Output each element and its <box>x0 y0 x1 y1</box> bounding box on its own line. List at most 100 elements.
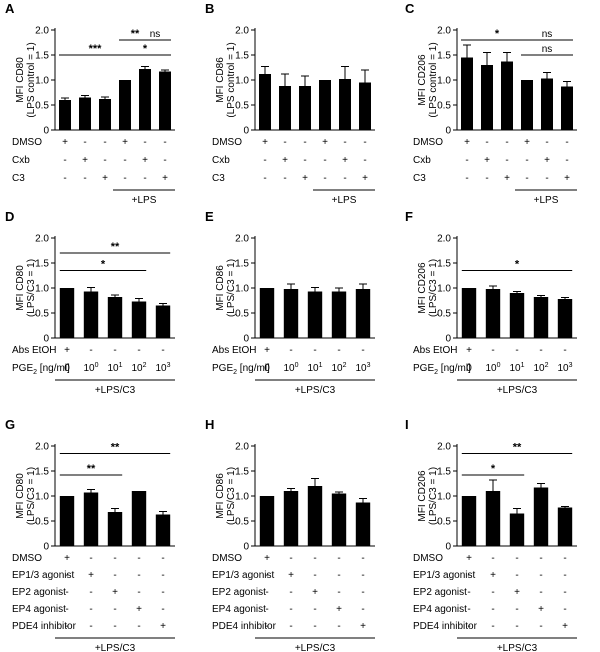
bar <box>557 507 573 546</box>
condition-label: C3 <box>413 173 426 184</box>
condition-symbol: - <box>289 587 292 598</box>
condition-symbol-text: 10 <box>155 363 167 374</box>
bar <box>59 496 75 546</box>
bar <box>485 491 501 546</box>
y-axis-label-2: (LPS/C3 = 1) <box>226 259 237 317</box>
bar <box>461 496 477 546</box>
y-tick-label: 1.0 <box>437 284 451 295</box>
condition-label: Cxb <box>212 155 230 166</box>
bar <box>131 301 147 338</box>
condition-symbol: - <box>313 570 316 581</box>
condition-symbol: 103 <box>155 362 170 374</box>
condition-symbol-text: - <box>265 604 268 615</box>
condition-symbol: - <box>467 621 470 632</box>
y-tick-label: 0.5 <box>35 101 49 112</box>
y-tick-label: 0 <box>445 126 451 137</box>
condition-symbol-text: - <box>63 173 66 184</box>
condition-symbol-text: - <box>89 553 92 564</box>
condition-label: DMSO <box>212 553 242 564</box>
condition-label: DMSO <box>12 137 42 148</box>
condition-symbol-text: - <box>65 587 68 598</box>
condition-symbol: - <box>337 345 340 356</box>
condition-symbol-text: - <box>467 621 470 632</box>
condition-label: EP4 agonist <box>12 604 66 615</box>
condition-symbol: - <box>89 621 92 632</box>
condition-symbol-text: - <box>485 173 488 184</box>
condition-symbol-text: 10 <box>557 363 569 374</box>
y-tick-label: 0 <box>43 542 49 553</box>
condition-symbol: + <box>562 621 568 632</box>
condition-label-text: DMSO <box>12 137 42 148</box>
condition-symbol-text: - <box>283 137 286 148</box>
condition-symbol: - <box>161 345 164 356</box>
condition-symbol-text: + <box>264 553 270 564</box>
condition-symbol-text: - <box>337 570 340 581</box>
condition-symbol-text: - <box>337 621 340 632</box>
y-axis-label-2: (LPS/C3 = 1) <box>428 259 439 317</box>
condition-symbol: - <box>491 345 494 356</box>
y-tick-label: 1.5 <box>235 259 249 270</box>
y-tick-label: 1.5 <box>235 467 249 478</box>
condition-symbol-text: - <box>89 604 92 615</box>
panel-e: E MFI CD86 (LPS/C3 = 1) 0 0.5 1.0 1.5 2.0 Abs Et… <box>205 209 375 396</box>
condition-label-text: EP4 agonist <box>413 604 467 615</box>
condition-symbol-text: - <box>289 345 292 356</box>
condition-symbol-text: - <box>467 604 470 615</box>
condition-label: DMSO <box>12 553 42 564</box>
condition-symbol-text: - <box>289 553 292 564</box>
condition-symbol: - <box>539 621 542 632</box>
condition-symbol: + <box>524 137 530 148</box>
condition-symbol-text: - <box>83 137 86 148</box>
condition-symbol-exponent: 3 <box>569 362 573 369</box>
condition-symbol-text: + <box>466 553 472 564</box>
condition-symbol: - <box>563 553 566 564</box>
condition-symbol: + <box>264 553 270 564</box>
bar <box>159 71 171 130</box>
condition-symbol: - <box>361 553 364 564</box>
condition-label: PGE2 [ng/ml] <box>413 363 471 376</box>
condition-symbol-text: - <box>137 621 140 632</box>
y-tick-label: 1.5 <box>35 51 49 62</box>
condition-symbol: - <box>161 553 164 564</box>
condition-symbol-text: + <box>524 137 530 148</box>
bar <box>283 491 299 546</box>
bar <box>259 496 275 546</box>
panel-f: F MFI CD206 (LPS/C3 = 1) 0 0.5 1.0 1.5 2.0 * Abs … <box>405 209 577 396</box>
condition-symbol: - <box>289 621 292 632</box>
significance-label: ** <box>513 442 522 454</box>
condition-symbol-exponent: 0 <box>295 362 299 369</box>
condition-label: EP1/3 agonist <box>413 570 475 581</box>
y-tick-label: 0 <box>445 334 451 345</box>
condition-symbol: + <box>136 604 142 615</box>
panel-h: H MFI CD86 (LPS/C3 = 1) 0 0.5 1.0 1.5 2.0 DMSO + -… <box>205 417 375 652</box>
bar <box>533 297 549 338</box>
condition-symbol-text: + <box>160 621 166 632</box>
condition-symbol: 0 <box>64 363 70 374</box>
bar <box>355 289 371 338</box>
group-label: +LPS/C3 <box>295 385 336 396</box>
condition-symbol-text: + <box>514 587 520 598</box>
condition-symbol-text: 10 <box>533 363 545 374</box>
significance-label: * <box>101 259 106 271</box>
significance-label: * <box>143 43 148 55</box>
y-tick-label: 2.0 <box>235 442 249 453</box>
condition-label: PDE4 inhibitor <box>413 621 478 632</box>
condition-symbol-text: - <box>113 621 116 632</box>
condition-symbol: - <box>313 621 316 632</box>
bar <box>541 78 553 130</box>
bar <box>481 65 493 130</box>
condition-symbol: - <box>361 604 364 615</box>
bar <box>299 86 311 130</box>
condition-symbol: + <box>112 587 118 598</box>
y-tick-label: 1.5 <box>35 259 49 270</box>
condition-symbol-text: - <box>89 621 92 632</box>
condition-symbol-text: - <box>343 137 346 148</box>
condition-symbol: - <box>313 604 316 615</box>
condition-symbol: - <box>163 155 166 166</box>
condition-symbol: - <box>515 604 518 615</box>
condition-label-text: DMSO <box>413 137 443 148</box>
condition-label: Abs EtOH <box>12 345 56 356</box>
condition-symbol-text: - <box>161 345 164 356</box>
